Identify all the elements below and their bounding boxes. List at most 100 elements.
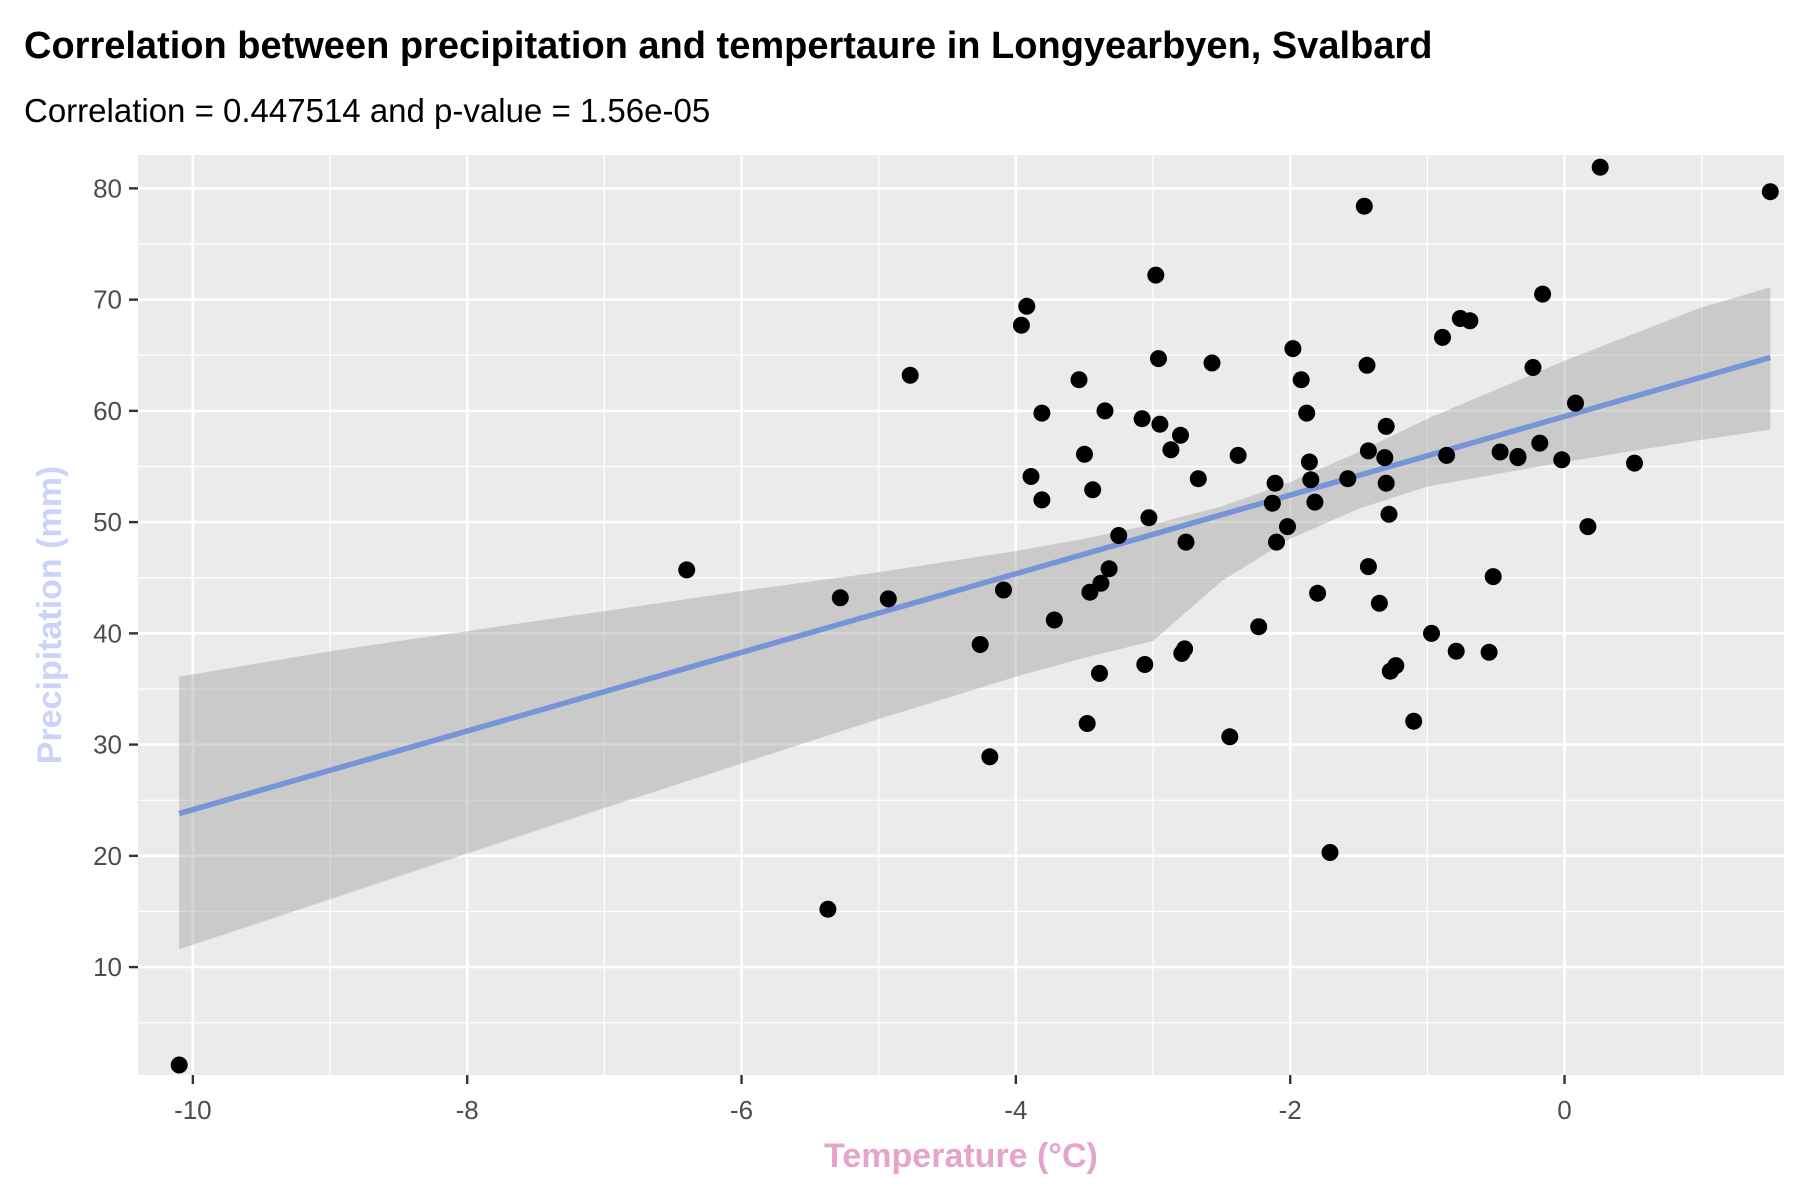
data-point: [1266, 474, 1284, 492]
data-point: [1480, 643, 1498, 661]
data-point: [1591, 158, 1609, 176]
chart-subtitle: Correlation = 0.447514 and p-value = 1.5…: [24, 92, 710, 129]
y-tick-label: 80: [93, 173, 122, 203]
data-point: [1405, 712, 1423, 730]
data-point: [1250, 618, 1268, 636]
data-point: [1321, 844, 1339, 861]
data-point: [1358, 356, 1376, 374]
data-point: [1300, 453, 1318, 471]
data-point: [1012, 316, 1030, 334]
data-point: [1110, 527, 1128, 544]
x-axis-title: Temperature (°C): [824, 1137, 1098, 1175]
data-point: [1162, 441, 1180, 459]
data-point: [1203, 354, 1221, 372]
data-point: [1309, 584, 1327, 602]
data-point: [1355, 197, 1373, 215]
data-point: [1380, 505, 1398, 523]
data-point: [1221, 728, 1239, 746]
data-point: [1302, 471, 1320, 489]
data-point: [1150, 350, 1167, 368]
data-point: [1359, 558, 1377, 576]
data-point: [879, 590, 897, 608]
data-point: [1567, 394, 1584, 412]
data-point: [1298, 404, 1316, 422]
y-tick-label: 20: [93, 841, 122, 871]
data-point: [1279, 518, 1296, 536]
x-tick-label: -6: [730, 1095, 753, 1125]
chart-title: Correlation between precipitation and te…: [24, 25, 1432, 67]
data-point: [1189, 470, 1207, 488]
data-point: [1018, 297, 1036, 315]
data-point: [1284, 340, 1302, 358]
data-point: [1531, 434, 1549, 452]
data-point: [1070, 371, 1088, 389]
data-point: [1078, 715, 1096, 732]
x-tick-label: -4: [1004, 1095, 1027, 1125]
data-point: [1491, 443, 1509, 461]
data-point: [995, 581, 1012, 599]
data-point: [831, 589, 849, 607]
y-tick-label: 10: [93, 952, 122, 982]
data-point: [1033, 491, 1051, 509]
data-point: [1268, 533, 1285, 551]
data-point: [971, 636, 989, 653]
y-tick-label: 60: [93, 396, 122, 426]
data-point: [1376, 449, 1394, 467]
grid-lines: [138, 155, 1784, 1075]
x-tick-label: 0: [1557, 1095, 1571, 1125]
regression-line: [178, 354, 1772, 817]
y-tick-label: 30: [93, 730, 122, 760]
y-tick-label: 50: [93, 507, 122, 537]
data-point: [1509, 449, 1527, 467]
data-point: [1387, 657, 1405, 675]
data-point: [1033, 404, 1051, 422]
data-point: [1091, 664, 1108, 682]
regression-line-layer: [178, 354, 1772, 817]
data-point: [1484, 568, 1502, 586]
axes: -10 -8 -6 -4 -2 0 10 20 30 40 50 60 70 80: [93, 173, 1572, 1125]
data-point: [1151, 415, 1169, 433]
data-points: [170, 158, 1779, 1074]
data-point: [1423, 624, 1440, 642]
y-tick-label: 40: [93, 618, 122, 648]
data-point: [1524, 359, 1542, 376]
data-point: [1096, 402, 1114, 420]
data-point: [1263, 494, 1281, 512]
data-point: [1339, 470, 1357, 488]
data-point: [1147, 266, 1165, 284]
data-point: [1045, 611, 1063, 629]
data-point: [819, 900, 837, 918]
data-point: [1359, 442, 1377, 460]
data-point: [678, 561, 696, 579]
data-point: [1292, 371, 1310, 389]
data-point: [1140, 509, 1158, 527]
data-point: [1447, 642, 1465, 660]
x-tick-label: -2: [1279, 1095, 1302, 1125]
data-point: [1553, 451, 1571, 469]
data-point: [1022, 468, 1040, 485]
data-point: [1434, 328, 1451, 346]
data-point: [1377, 474, 1395, 492]
data-point: [1761, 183, 1779, 201]
y-axis-title: Precipitation (mm): [31, 466, 69, 764]
data-point: [1229, 446, 1247, 464]
plot-panel: [138, 155, 1784, 1075]
x-tick-label: -8: [456, 1095, 479, 1125]
data-point: [1100, 560, 1118, 578]
data-point: [170, 1056, 188, 1074]
data-point: [1092, 574, 1110, 592]
data-point: [1534, 285, 1552, 303]
data-point: [1172, 426, 1189, 444]
data-point: [1133, 410, 1151, 428]
data-point: [901, 366, 919, 384]
data-point: [1579, 518, 1597, 536]
data-point: [1438, 446, 1456, 464]
data-point: [1377, 417, 1395, 435]
y-tick-label: 70: [93, 285, 122, 315]
x-tick-label: -10: [174, 1095, 212, 1125]
data-point: [1461, 312, 1479, 330]
data-point: [1084, 481, 1102, 499]
data-point: [1626, 454, 1643, 472]
data-point: [1176, 640, 1194, 658]
